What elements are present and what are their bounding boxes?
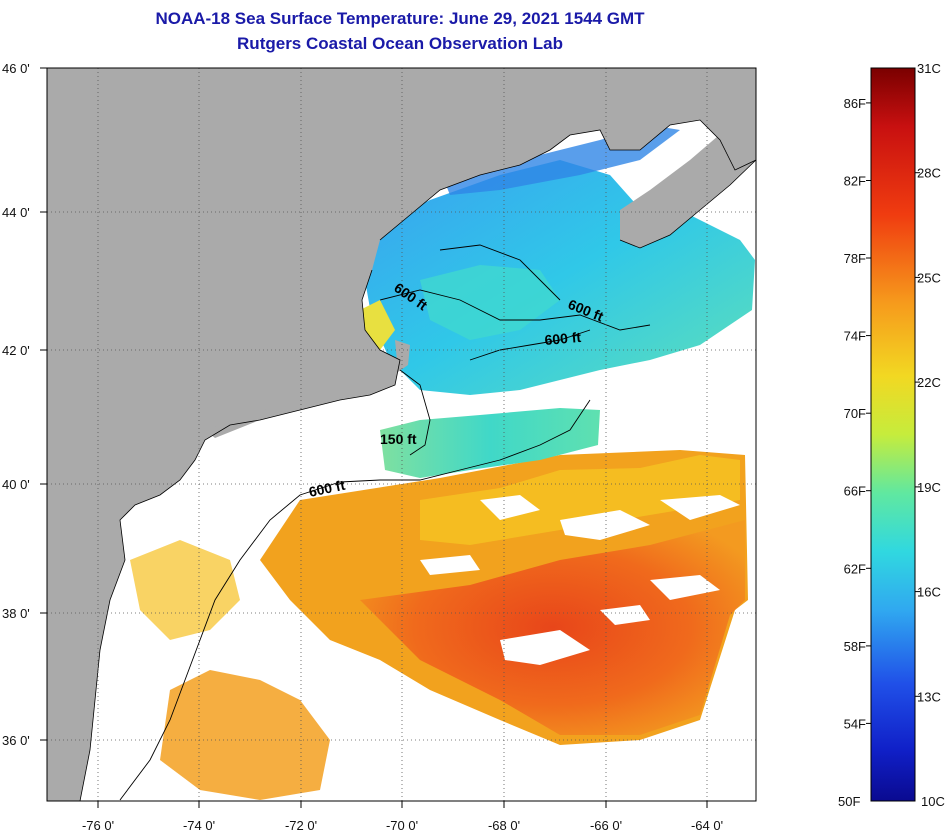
coastal-islands xyxy=(205,340,410,438)
lon-label: -76 0' xyxy=(82,818,114,832)
shelf-water-region xyxy=(380,408,600,478)
contour-label: 150 ft xyxy=(380,431,417,447)
lon-label: -72 0' xyxy=(285,818,317,832)
lon-label: -70 0' xyxy=(386,818,418,832)
land-mass xyxy=(47,68,756,801)
warm-water-region xyxy=(130,450,748,800)
lat-label: 44 0' xyxy=(2,205,30,220)
cloud-mask-patches xyxy=(350,378,740,745)
lat-label: 40 0' xyxy=(2,477,30,492)
lon-label: -66 0' xyxy=(590,818,622,832)
isobath-contours xyxy=(119,244,651,801)
latitude-labels: 46 0' 44 0' 42 0' 40 0' 38 0' 36 0' xyxy=(2,61,30,748)
axis-ticks xyxy=(40,67,708,808)
lon-label: -68 0' xyxy=(488,818,520,832)
lat-label: 42 0' xyxy=(2,343,30,358)
lon-label: -74 0' xyxy=(183,818,215,832)
coastline xyxy=(79,119,756,801)
lon-label: -64 0' xyxy=(691,818,723,832)
map-subtitle: Rutgers Coastal Ocean Observation Lab xyxy=(237,34,563,53)
contour-label: 600 ft xyxy=(544,329,582,348)
lat-label: 36 0' xyxy=(2,733,30,748)
contour-label: 600 ft xyxy=(307,477,346,500)
lat-label: 46 0' xyxy=(2,61,30,76)
map-title: NOAA-18 Sea Surface Temperature: June 29… xyxy=(155,9,645,28)
longitude-labels: -76 0' -74 0' -72 0' -70 0' -68 0' -66 0… xyxy=(82,818,723,832)
lat-label: 38 0' xyxy=(2,606,30,621)
